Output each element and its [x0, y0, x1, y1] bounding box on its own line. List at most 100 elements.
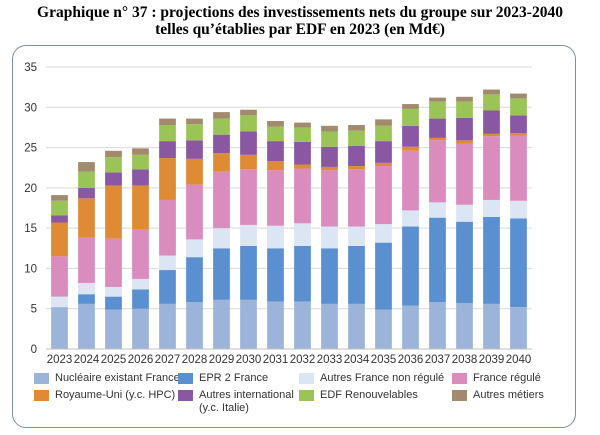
bar-segment	[456, 221, 473, 304]
bar-segment	[321, 170, 338, 227]
bar-segment	[78, 171, 95, 188]
bar-segment	[348, 145, 365, 167]
bar-segment	[483, 94, 500, 111]
legend-item: EDF Renouvelables	[299, 389, 418, 402]
legend-item: Nucléaire existant France	[34, 372, 180, 385]
bar-segment	[105, 238, 122, 287]
y-tick-label: 15	[24, 223, 37, 235]
bar-segment	[483, 89, 500, 95]
bar-segment	[105, 150, 122, 158]
bar-segment	[132, 278, 149, 290]
bar-segment	[483, 136, 500, 200]
bar-segment	[294, 141, 311, 165]
bar-segment	[51, 200, 68, 216]
x-tick-label: 2024	[74, 354, 100, 366]
bar-segment	[321, 131, 338, 147]
legend-label: Nucléaire existant France	[55, 372, 180, 384]
bar-segment	[429, 137, 446, 141]
bar-segment	[78, 303, 95, 349]
legend-swatch	[34, 373, 49, 384]
chart-title: Graphique n° 37 : projections des invest…	[0, 4, 600, 38]
y-tick-label: 35	[24, 62, 37, 74]
legend-swatch	[299, 390, 314, 401]
bar-segment	[456, 96, 473, 102]
y-tick-label: 10	[24, 263, 37, 275]
x-tick-label: 2032	[290, 354, 316, 366]
bar-segment	[159, 158, 176, 200]
bar-segment	[78, 187, 95, 199]
bar-segment	[213, 171, 230, 229]
legend-label: EDF Renouvelables	[320, 389, 418, 401]
bar-segment	[402, 150, 419, 211]
x-tick-label: 2031	[263, 354, 289, 366]
x-tick-label: 2029	[209, 354, 235, 366]
bar-segment	[429, 302, 446, 349]
bar-segment	[402, 104, 419, 109]
bar-segment	[321, 226, 338, 249]
bar-segment	[510, 307, 527, 349]
bar-segment	[348, 130, 365, 146]
bar-segment	[375, 125, 392, 142]
bar-segment	[348, 245, 365, 304]
bar-segment	[132, 185, 149, 230]
bar-segment	[321, 166, 338, 171]
bar-segment	[510, 133, 527, 136]
bar-segment	[132, 289, 149, 309]
chart-title-line-2: telles qu’établies par EDF en 2023 (en M…	[155, 21, 445, 38]
bar-segment	[321, 248, 338, 304]
bar-segment	[348, 169, 365, 227]
bar-segment	[132, 308, 149, 349]
x-tick-label: 2028	[182, 354, 208, 366]
bar-segment	[483, 110, 500, 134]
bar-segment	[402, 146, 419, 151]
y-tick-label: 30	[24, 102, 37, 114]
legend-swatch	[299, 373, 314, 384]
legend-swatch	[34, 390, 49, 401]
bar-segment	[78, 237, 95, 283]
legend-label: Autres métiers	[473, 389, 544, 401]
bar-segment	[213, 248, 230, 300]
bar-segment	[429, 101, 446, 119]
bar-segment	[294, 301, 311, 349]
bar-segment	[510, 200, 527, 219]
bar-segment	[456, 143, 473, 205]
bar-segment	[105, 309, 122, 349]
bar-segment	[105, 296, 122, 310]
bar-segment	[159, 118, 176, 126]
bar-segment	[429, 140, 446, 203]
bar-segment	[510, 115, 527, 134]
bar-segment	[132, 229, 149, 279]
bar-segment	[240, 299, 257, 349]
bar-segment	[267, 225, 284, 249]
bar-segment	[456, 117, 473, 141]
legend-swatch	[452, 373, 467, 384]
bar-segment	[510, 135, 527, 201]
bar-segment	[375, 309, 392, 349]
bar-segment	[456, 140, 473, 144]
bar-segment	[375, 119, 392, 126]
bar-segment	[186, 124, 203, 141]
bar-segment	[483, 303, 500, 349]
bar-segment	[402, 305, 419, 349]
bar-segment	[213, 134, 230, 154]
bar-segment	[375, 242, 392, 310]
bar-segment	[294, 245, 311, 302]
bar-segment	[294, 122, 311, 128]
bar-segment	[402, 125, 419, 147]
bar-segment	[348, 303, 365, 349]
legend-item: Autres métiers	[452, 389, 544, 402]
y-tick-label: 5	[31, 304, 37, 316]
bar-segment	[186, 118, 203, 125]
y-tick-label: 20	[24, 183, 37, 195]
x-tick-label: 2025	[101, 354, 127, 366]
x-tick-label: 2039	[479, 354, 505, 366]
bar-segment	[267, 126, 284, 142]
bar-segment	[105, 286, 122, 297]
bar-segment	[294, 168, 311, 224]
x-tick-label: 2030	[236, 354, 262, 366]
bar-segment	[348, 166, 365, 170]
bar-segment	[483, 199, 500, 217]
bar-segment	[186, 140, 203, 159]
bar-segment	[186, 302, 203, 349]
